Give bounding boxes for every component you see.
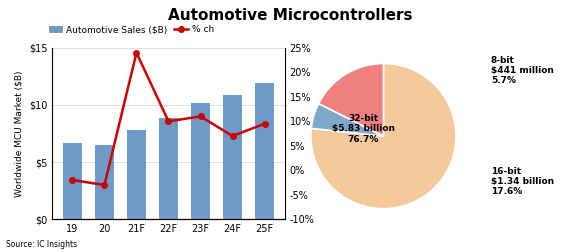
Legend: Automotive Sales ($B), % ch: Automotive Sales ($B), % ch (45, 22, 217, 38)
Text: 8-bit
$441 million
5.7%: 8-bit $441 million 5.7% (491, 56, 554, 85)
Bar (223, 95, 242, 219)
Text: 32-bit
$5.83 billion
76.7%: 32-bit $5.83 billion 76.7% (332, 114, 394, 144)
Bar (191, 103, 210, 219)
Wedge shape (318, 64, 383, 136)
Bar (127, 130, 146, 219)
Bar (95, 145, 114, 219)
Wedge shape (311, 104, 383, 136)
Text: Automotive Microcontrollers: Automotive Microcontrollers (168, 8, 413, 23)
Bar (159, 118, 178, 219)
Bar (255, 83, 274, 219)
Text: 16-bit
$1.34 billion
17.6%: 16-bit $1.34 billion 17.6% (491, 167, 554, 196)
Bar (63, 143, 82, 219)
Wedge shape (311, 64, 456, 209)
Y-axis label: Worldwide MCU Market ($B): Worldwide MCU Market ($B) (15, 70, 23, 197)
Text: Source: IC Insights: Source: IC Insights (6, 240, 77, 249)
